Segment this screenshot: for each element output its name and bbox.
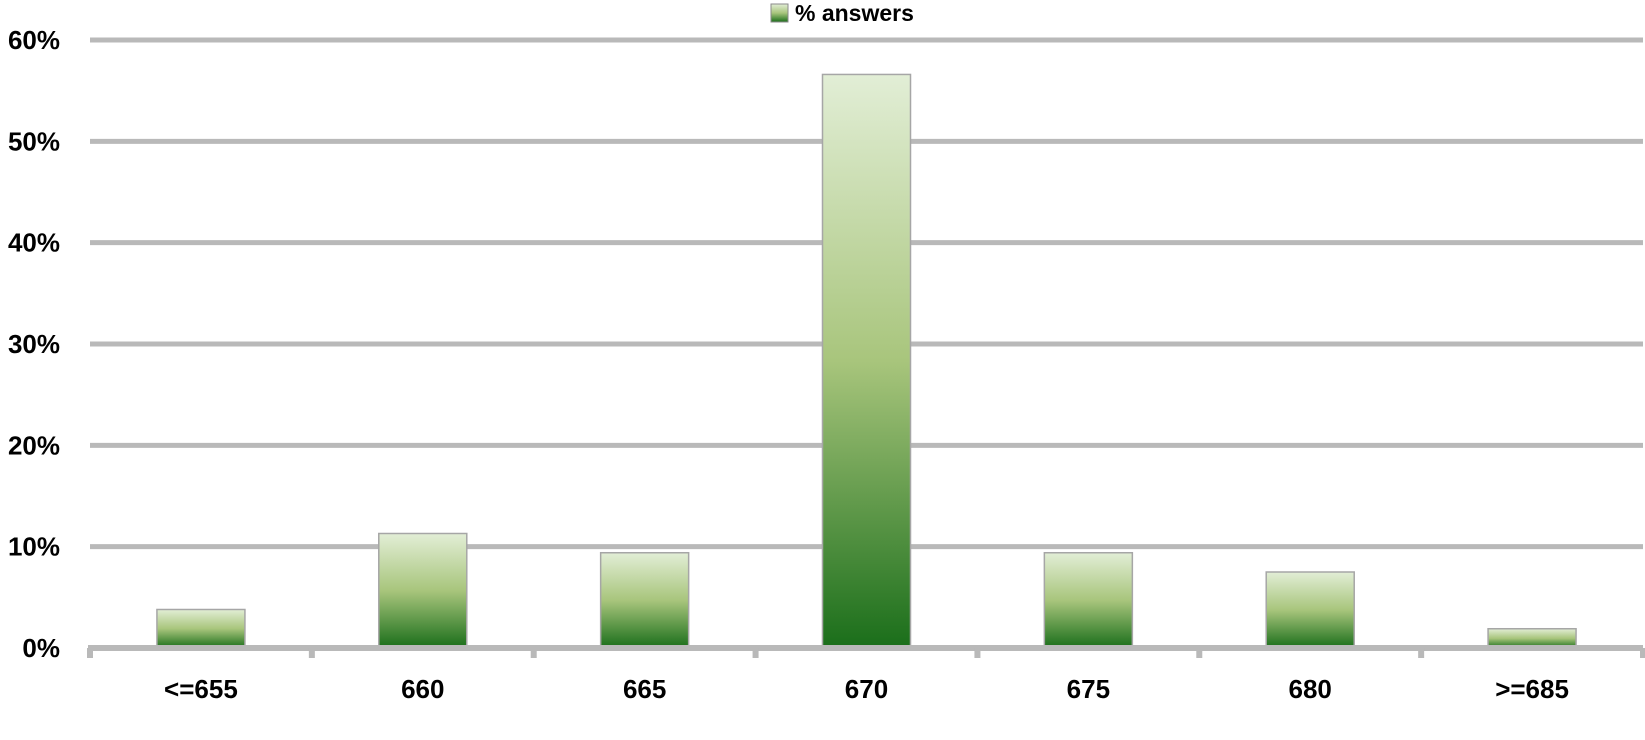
- bar: [378, 532, 468, 649]
- y-tick-label: 60%: [8, 25, 60, 55]
- y-tick-label: 20%: [8, 430, 60, 460]
- bar: [1043, 551, 1134, 649]
- y-tick-label: 40%: [8, 228, 60, 258]
- legend: % answers: [770, 0, 914, 26]
- bar: [821, 73, 912, 649]
- x-tick-label: 665: [623, 674, 666, 704]
- bar: [156, 608, 246, 649]
- x-tick-label: 680: [1289, 674, 1332, 704]
- y-tick-label: 0%: [22, 633, 60, 663]
- legend-label: % answers: [795, 0, 914, 26]
- x-tick-label: 670: [845, 674, 888, 704]
- y-tick-label: 50%: [8, 126, 60, 156]
- y-tick-label: 30%: [8, 329, 60, 359]
- y-tick-label: 10%: [8, 532, 60, 562]
- x-tick-label: 660: [401, 674, 444, 704]
- y-axis: 0% 10% 20% 30% 40% 50% 60%: [8, 25, 60, 663]
- x-axis: <=655 660 665 670 675 680 >=685: [87, 645, 1645, 704]
- bar: [599, 551, 690, 649]
- x-tick-label: 675: [1067, 674, 1110, 704]
- bars: [156, 73, 1577, 649]
- bar: [1265, 571, 1355, 649]
- x-tick-label: <=655: [164, 674, 238, 704]
- x-tick-label: >=685: [1495, 674, 1569, 704]
- legend-swatch: [770, 3, 789, 23]
